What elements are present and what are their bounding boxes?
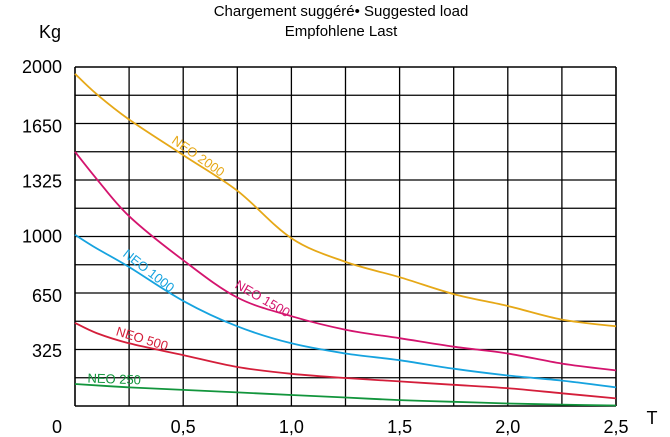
x-tick-label: 0,5 [171, 417, 196, 437]
y-tick-label: 650 [32, 286, 62, 306]
y-tick-label: 325 [32, 341, 62, 361]
y-tick-label: 1325 [22, 171, 62, 191]
series-label-neo-2000: NEO 2000 [169, 133, 227, 180]
x-tick-label: 1,0 [279, 417, 304, 437]
y-tick-label: 2000 [22, 57, 62, 77]
series-lines [74, 73, 617, 407]
x-tick-label: 1,5 [387, 417, 412, 437]
x-tick-label: 2,5 [603, 417, 628, 437]
grid [74, 66, 617, 407]
y-tick-label: 1000 [22, 227, 62, 247]
series-line-neo-1500 [74, 151, 617, 372]
chart-title-line-2: Empfohlene Last [285, 23, 398, 40]
x-tick-label: 2,0 [495, 417, 520, 437]
origin-label: 0 [52, 417, 62, 437]
y-axis-unit: Kg [39, 22, 61, 42]
chart-title-line-1: Chargement suggéré• Suggested load [214, 3, 469, 20]
y-tick-label: 1650 [22, 116, 62, 136]
series-label-neo-250: NEO 250 [87, 370, 141, 387]
tick-labels: 325 650 1000 1325 1650 2000 0,5 1,0 1,5 2,0 2,5 [22, 57, 629, 437]
series-line-neo-2000 [74, 73, 617, 328]
series-line-neo-500 [74, 322, 617, 400]
series-line-neo-1000 [74, 234, 617, 389]
series-line-neo-250 [74, 383, 617, 407]
series-label-neo-1500: NEO 1500 [233, 277, 293, 320]
x-axis-unit: T [647, 408, 658, 428]
